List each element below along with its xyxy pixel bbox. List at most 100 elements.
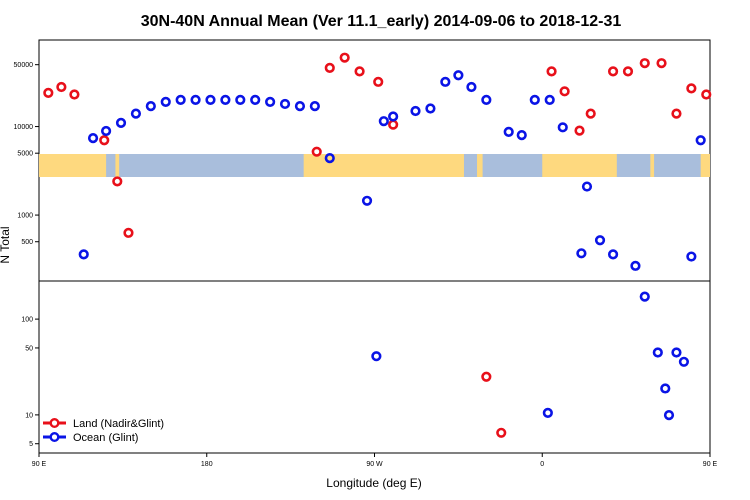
legend-land-marker [49, 418, 60, 429]
top-panel-points [43, 52, 712, 421]
ocean-point [660, 383, 671, 394]
ocean-point [576, 248, 587, 259]
legend-ocean-label: Ocean (Glint) [73, 432, 138, 444]
ocean-point [410, 105, 421, 117]
ocean-point [235, 94, 246, 106]
ocean-point [190, 94, 201, 106]
x-axis: 90 E 180 90 W 0 90 E [32, 453, 718, 468]
ocean-point [279, 98, 291, 110]
ocean-point [542, 407, 553, 418]
ocean-point [371, 351, 382, 362]
ocean-point [250, 94, 261, 106]
top-panel-y-axis: 500 1000 5000 10000 50000 [14, 62, 39, 246]
y-tick-label: 10000 [14, 124, 34, 131]
y-tick-label: 5 [29, 441, 33, 448]
ocean-point [78, 249, 89, 260]
land-point [123, 227, 134, 238]
ocean-point [544, 94, 555, 106]
ocean-point [557, 122, 568, 133]
land-point [324, 62, 335, 73]
ocean-point [87, 133, 99, 144]
ocean-point [686, 251, 697, 262]
ocean-point [516, 130, 527, 141]
land-point [339, 52, 350, 63]
ocean-point [695, 135, 706, 146]
ocean-point [466, 81, 477, 93]
ocean-point [309, 101, 320, 112]
land-point [701, 89, 712, 100]
map-land [115, 154, 120, 177]
land-point [546, 66, 557, 77]
ocean-point [265, 96, 276, 107]
ocean-point [175, 94, 186, 106]
ocean-point [594, 235, 606, 246]
world-map-strip [39, 154, 710, 177]
ocean-point [581, 181, 593, 192]
map-land [700, 154, 710, 177]
land-point [574, 125, 585, 136]
land-point [481, 371, 492, 382]
ocean-point [671, 347, 682, 358]
land-point [56, 81, 67, 93]
land-point [671, 108, 682, 119]
land-point [656, 58, 667, 69]
land-point [585, 108, 596, 119]
ocean-point [440, 76, 451, 87]
land-point [354, 66, 365, 77]
ocean-point [378, 116, 389, 127]
land-point [43, 87, 54, 98]
map-land [39, 154, 107, 177]
ocean-point [324, 153, 335, 164]
ocean-point [652, 347, 663, 358]
ocean-point [388, 111, 399, 122]
ocean-point [115, 117, 127, 128]
y-tick-label: 50 [25, 345, 33, 352]
bottom-panel-points [371, 260, 641, 438]
ocean-point [425, 103, 436, 114]
ocean-point [145, 101, 156, 112]
y-tick-label: 1000 [17, 213, 33, 220]
land-point [496, 427, 507, 438]
x-tick-label: 180 [201, 461, 213, 468]
legend-land-label: Land (Nadir&Glint) [73, 418, 164, 430]
bottom-panel-y-axis: 5 10 50 100 [21, 317, 39, 448]
map-land [542, 154, 617, 177]
land-point [622, 66, 634, 77]
map-land [650, 154, 655, 177]
x-tick-label: 90 W [366, 461, 383, 468]
land-point [112, 176, 123, 187]
ocean-point [607, 249, 619, 260]
ocean-point [503, 126, 514, 138]
y-tick-label: 500 [21, 239, 33, 246]
land-point [607, 66, 619, 77]
ocean-point [160, 96, 171, 107]
map-land [303, 154, 464, 177]
land-point [559, 86, 570, 97]
ocean-point [205, 94, 216, 106]
y-tick-label: 100 [21, 317, 33, 324]
land-point [686, 83, 697, 94]
ocean-point [663, 410, 675, 421]
ocean-point [678, 356, 690, 367]
ocean-point [481, 94, 492, 106]
ocean-point [294, 101, 306, 112]
y-tick-label: 50000 [14, 62, 34, 69]
x-tick-label: 0 [540, 461, 544, 468]
land-point [388, 119, 399, 130]
ocean-point [220, 94, 231, 106]
x-tick-label: 90 E [703, 461, 718, 468]
ocean-point [630, 260, 641, 271]
ocean-point [130, 108, 142, 119]
legend: Land (Nadir&Glint) Ocean (Glint) [43, 418, 164, 444]
ocean-point [100, 125, 112, 137]
ocean-point [453, 70, 464, 81]
x-tick-label: 90 E [32, 461, 47, 468]
plot-frame [38, 39, 711, 454]
ocean-point [639, 291, 650, 302]
y-tick-label: 10 [25, 412, 33, 419]
land-point [311, 146, 322, 157]
land-point [373, 76, 384, 87]
ocean-point [529, 94, 540, 106]
map-land [477, 154, 483, 177]
